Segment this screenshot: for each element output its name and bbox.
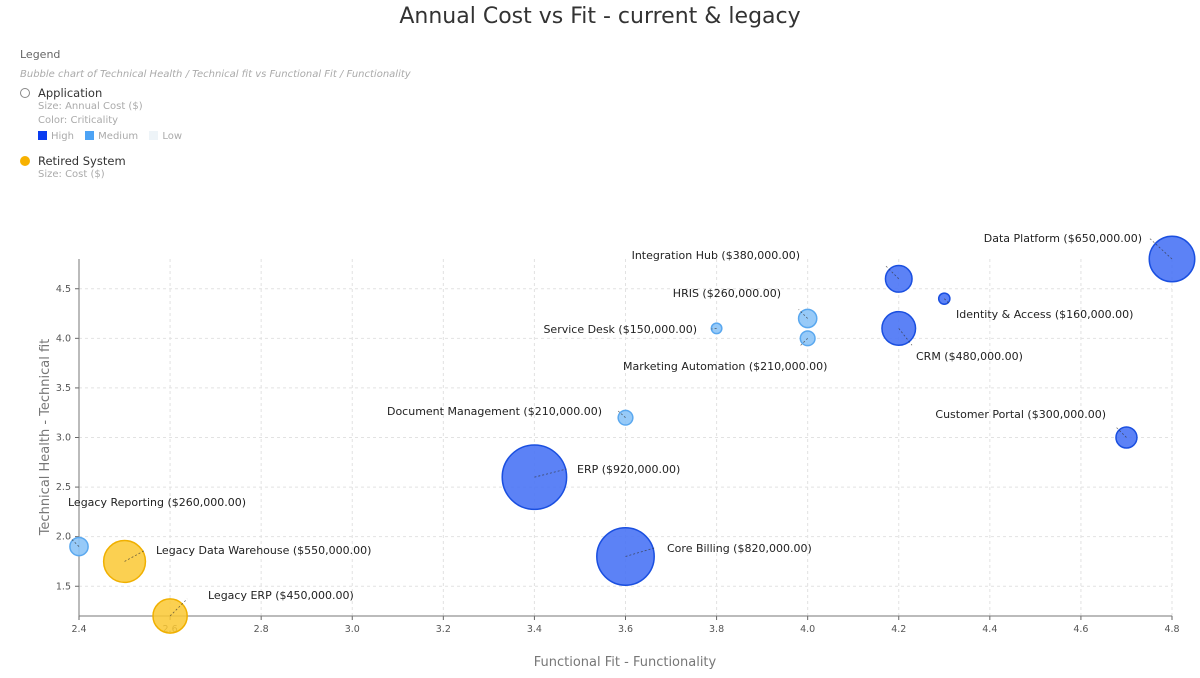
- swatch-medium: [85, 131, 95, 140]
- x-tick-label: 4.0: [800, 624, 815, 635]
- leader-line: [711, 328, 717, 330]
- bubble-group: Legacy Data Warehouse ($550,000.00): [102, 539, 371, 584]
- x-tick-label: 4.4: [982, 624, 997, 635]
- bubble-label: Legacy Data Warehouse ($550,000.00): [156, 544, 371, 557]
- bubble-label: Identity & Access ($160,000.00): [956, 308, 1133, 321]
- x-tick-label: 3.8: [709, 624, 724, 635]
- bubble-label: Legacy Reporting ($260,000.00): [68, 496, 246, 509]
- legend-color-note: Color: Criticality: [38, 115, 119, 126]
- x-axis-label: Functional Fit - Functionality: [534, 655, 717, 670]
- y-tick-label: 4.5: [56, 284, 71, 295]
- bubble-group: HRIS ($260,000.00): [673, 287, 818, 329]
- bubble: [799, 330, 816, 347]
- bubble-group: Legacy Reporting ($260,000.00): [68, 496, 246, 557]
- bubble-group: Core Billing ($820,000.00): [596, 527, 812, 586]
- bubble-label: ERP ($920,000.00): [577, 463, 680, 476]
- bubble-label: Customer Portal ($300,000.00): [935, 408, 1106, 421]
- bubble-label: Document Management ($210,000.00): [387, 405, 602, 418]
- legend-application-label: Application: [38, 86, 103, 100]
- leader-line: [944, 298, 951, 305]
- y-tick-label: 3.5: [56, 383, 71, 394]
- legend-description: Bubble chart of Technical Health / Techn…: [20, 69, 411, 80]
- swatch-high: [38, 131, 47, 140]
- legend-size-note: Size: Annual Cost ($): [38, 101, 143, 112]
- leader-line: [617, 410, 626, 418]
- leader-line: [800, 338, 808, 346]
- bubble-label: Core Billing ($820,000.00): [667, 542, 812, 555]
- x-tick-label: 4.2: [891, 624, 906, 635]
- legend-criticality-levels: High Medium Low: [12, 130, 411, 144]
- y-axis-label: Technical Health - Technical fit: [38, 339, 53, 537]
- legend-item-application[interactable]: Application: [20, 86, 411, 100]
- bubble-group: CRM ($480,000.00): [881, 310, 1023, 363]
- bubbles: Data Platform ($650,000.00) Integration H…: [68, 232, 1196, 634]
- leader-line: [1115, 426, 1127, 438]
- leader-line: [534, 468, 567, 478]
- bubble-group: Marketing Automation ($210,000.00): [623, 330, 827, 373]
- bubble-group: Service Desk ($150,000.00): [543, 322, 723, 336]
- grid: [78, 259, 1173, 616]
- bubble-group: Document Management ($210,000.00): [387, 405, 634, 426]
- chart-title: Annual Cost vs Fit - current & legacy: [399, 4, 801, 29]
- x-tick-label: 3.4: [527, 624, 542, 635]
- legend: Legend Bubble chart of Technical Health …: [20, 48, 411, 182]
- x-tick-label: 3.6: [618, 624, 633, 635]
- x-tick-label: 2.8: [254, 624, 269, 635]
- bubble-label: Legacy ERP ($450,000.00): [208, 589, 354, 602]
- legend-retired-label: Retired System: [38, 154, 126, 168]
- bubble-label: HRIS ($260,000.00): [673, 287, 781, 300]
- legend-retired-size-note: Size: Cost ($): [38, 169, 105, 180]
- bubble-label: Integration Hub ($380,000.00): [632, 249, 800, 262]
- legend-medium: Medium: [98, 131, 139, 142]
- y-tick-label: 2.5: [56, 482, 71, 493]
- x-tick-label: 2.4: [71, 624, 86, 635]
- bubble-label: CRM ($480,000.00): [916, 350, 1023, 363]
- x-tick-label: 3.2: [436, 624, 451, 635]
- legend-item-retired[interactable]: Retired System: [20, 154, 411, 168]
- y-tick-label: 4.0: [56, 333, 71, 344]
- leader-line: [169, 598, 188, 617]
- bubble-label: Service Desk ($150,000.00): [543, 323, 697, 336]
- leader-line: [898, 328, 913, 346]
- bubble-group: Integration Hub ($380,000.00): [632, 249, 913, 293]
- bubble-group: Identity & Access ($160,000.00): [937, 292, 1133, 321]
- leader-line: [1148, 237, 1173, 260]
- x-tick-label: 4.8: [1164, 624, 1179, 635]
- legend-heading: Legend: [20, 48, 61, 61]
- swatch-low: [149, 131, 159, 140]
- circle-outline-icon: [20, 88, 30, 98]
- bubble-label: Marketing Automation ($210,000.00): [623, 360, 827, 373]
- y-tick-label: 3.0: [56, 433, 71, 444]
- legend-low: Low: [162, 131, 183, 142]
- x-tick-label: 3.0: [345, 624, 360, 635]
- bubble-group: Legacy ERP ($450,000.00): [152, 589, 354, 634]
- bubble-label: Data Platform ($650,000.00): [984, 232, 1142, 245]
- legend-high: High: [51, 131, 74, 142]
- circle-filled-icon: [20, 156, 30, 166]
- y-tick-label: 2.0: [56, 532, 71, 543]
- bubble-group: Data Platform ($650,000.00): [984, 232, 1196, 283]
- leader-line: [625, 547, 655, 557]
- y-tick-label: 1.5: [56, 581, 71, 592]
- leader-line: [885, 265, 900, 280]
- bubble-group: Customer Portal ($300,000.00): [935, 408, 1138, 449]
- x-tick-label: 4.6: [1073, 624, 1088, 635]
- bubble-group: ERP ($920,000.00): [501, 444, 680, 511]
